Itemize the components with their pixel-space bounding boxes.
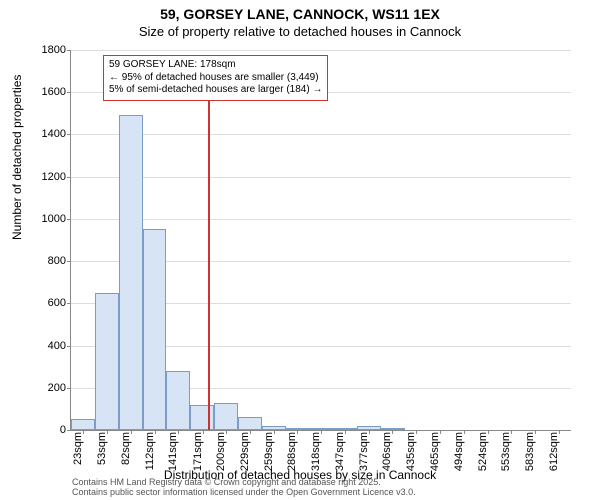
y-tick-label: 400 [16, 340, 66, 352]
y-tick-mark [67, 50, 71, 51]
annotation-line: 59 GORSEY LANE: 178sqm [109, 59, 322, 72]
plot-area: 59 GORSEY LANE: 178sqm← 95% of detached … [70, 50, 571, 431]
y-tick-label: 0 [16, 424, 66, 436]
histogram-bar [190, 405, 214, 430]
y-tick-label: 600 [16, 297, 66, 309]
y-tick-label: 1800 [16, 44, 66, 56]
y-tick-label: 1600 [16, 86, 66, 98]
marker-line [208, 88, 210, 430]
chart-subtitle: Size of property relative to detached ho… [0, 24, 600, 39]
y-tick-label: 1000 [16, 213, 66, 225]
y-tick-mark [67, 303, 71, 304]
histogram-bar [95, 293, 119, 430]
y-tick-mark [67, 388, 71, 389]
histogram-bar [238, 417, 262, 430]
y-tick-label: 1400 [16, 128, 66, 140]
histogram-bar [166, 371, 190, 430]
histogram-bar [214, 403, 238, 430]
histogram-bar [143, 229, 167, 430]
gridline [71, 219, 571, 220]
y-tick-mark [67, 134, 71, 135]
y-tick-mark [67, 261, 71, 262]
gridline [71, 50, 571, 51]
gridline [71, 134, 571, 135]
annotation-line: 5% of semi-detached houses are larger (1… [109, 84, 322, 97]
annotation-box: 59 GORSEY LANE: 178sqm← 95% of detached … [103, 55, 328, 101]
attribution-line-2: Contains public sector information licen… [72, 488, 416, 498]
y-tick-label: 200 [16, 382, 66, 394]
y-tick-mark [67, 219, 71, 220]
chart-title: 59, GORSEY LANE, CANNOCK, WS11 1EX [0, 6, 600, 22]
y-tick-mark [67, 430, 71, 431]
y-tick-mark [67, 177, 71, 178]
histogram-chart: 59, GORSEY LANE, CANNOCK, WS11 1EX Size … [0, 0, 600, 500]
annotation-line: ← 95% of detached houses are smaller (3,… [109, 72, 322, 85]
attribution: Contains HM Land Registry data © Crown c… [72, 478, 416, 498]
histogram-bar [71, 419, 95, 430]
y-tick-label: 800 [16, 255, 66, 267]
histogram-bar [119, 115, 143, 430]
y-tick-mark [67, 92, 71, 93]
gridline [71, 177, 571, 178]
y-tick-label: 1200 [16, 171, 66, 183]
y-tick-mark [67, 346, 71, 347]
